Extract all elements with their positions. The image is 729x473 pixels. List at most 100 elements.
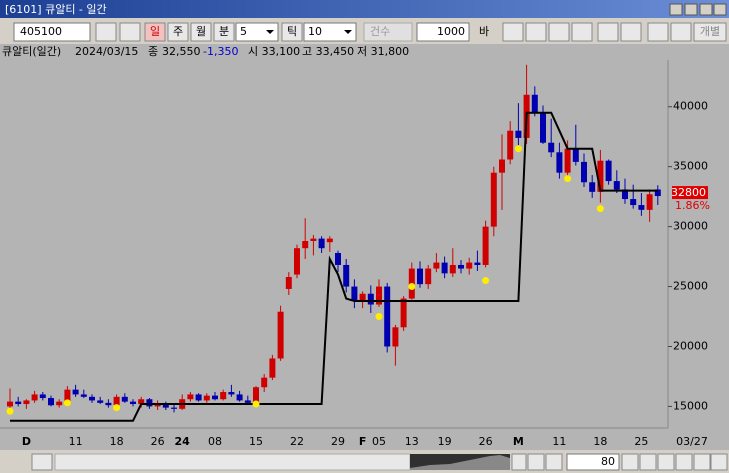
count-label: 건수	[370, 25, 390, 38]
x-tick-label: 18	[593, 435, 607, 448]
x-tick-label: 29	[331, 435, 345, 448]
header-date: 2024/03/15	[75, 45, 138, 58]
candle-body	[499, 159, 505, 173]
candle-body	[343, 264, 350, 287]
candle-body	[367, 293, 374, 305]
candle-body	[56, 401, 63, 406]
week-button[interactable]	[167, 22, 189, 42]
candle-body	[228, 392, 235, 395]
code-input[interactable]	[13, 22, 91, 42]
signal-dot	[252, 400, 260, 408]
candle-body	[195, 394, 202, 401]
candle-body	[302, 241, 309, 249]
tick-button[interactable]	[281, 22, 303, 42]
scroll-track[interactable]	[54, 453, 411, 471]
candle-body	[490, 172, 497, 227]
count-select[interactable]	[363, 22, 413, 42]
signal-dot	[408, 283, 416, 291]
day-label: 일	[150, 24, 160, 38]
candle-body	[335, 252, 341, 265]
candle-body	[171, 407, 177, 409]
x-tick-label: 11	[69, 435, 83, 448]
last-price-box	[672, 186, 708, 200]
tick-select[interactable]	[303, 22, 357, 42]
window-controls[interactable]	[669, 3, 727, 16]
candle-body	[417, 268, 423, 285]
candle-body	[138, 399, 145, 405]
candle-body	[220, 392, 227, 400]
bar-count-input[interactable]	[566, 453, 620, 471]
candle-body	[466, 262, 473, 269]
last-change: 1.86%	[675, 199, 710, 212]
candle-body	[105, 402, 112, 406]
candle-body	[326, 238, 333, 243]
tool-button[interactable]	[119, 22, 141, 42]
y-tick-label: 20000	[673, 339, 708, 352]
scroll-buttons[interactable]	[511, 453, 563, 471]
scroll-left[interactable]	[31, 453, 53, 471]
candle-body	[72, 389, 79, 395]
month-label: 월	[196, 25, 206, 38]
title-bar	[0, 0, 729, 18]
candle-body	[630, 199, 637, 206]
chart-tool-buttons[interactable]	[502, 22, 692, 42]
candle-body	[203, 395, 210, 401]
candle-body	[187, 394, 194, 400]
x-tick-label: 18	[110, 435, 124, 448]
minute-label: 분	[219, 25, 229, 38]
individual-button[interactable]	[693, 22, 727, 42]
code-text: 405100	[20, 25, 62, 38]
bars-unit: 바	[479, 25, 489, 38]
candle-body	[589, 182, 596, 192]
candle-body	[507, 130, 514, 160]
candle-body	[359, 293, 366, 301]
bars-input[interactable]	[416, 22, 470, 42]
minute-select[interactable]	[235, 22, 279, 42]
candle-body	[146, 399, 153, 407]
candle-body	[285, 276, 292, 289]
candle-body	[581, 161, 587, 183]
candle-body	[236, 394, 243, 401]
y-tick-label: 35000	[673, 160, 708, 173]
candle-body	[121, 396, 128, 402]
candle-body	[162, 404, 169, 408]
candle-body	[556, 152, 563, 173]
candle-body	[64, 389, 71, 402]
candle-body	[638, 205, 645, 210]
x-tick-label: 24	[175, 435, 191, 448]
week-label: 주	[173, 25, 183, 38]
day-button[interactable]	[144, 22, 166, 42]
candle-body	[15, 401, 22, 405]
header-close: 32,550	[162, 45, 201, 58]
chart-area	[0, 44, 729, 450]
x-tick-label: 08	[208, 435, 222, 448]
zoom-buttons[interactable]	[621, 453, 728, 471]
bars-value: 1000	[437, 25, 465, 38]
search-button[interactable]	[95, 22, 117, 42]
candle-body	[253, 387, 259, 403]
candle-body	[458, 264, 464, 269]
x-tick-label: 26	[479, 435, 493, 448]
candle-body	[622, 189, 628, 200]
bar-count: 80	[601, 455, 615, 468]
signal-dot	[63, 399, 71, 407]
x-tick-label: F	[359, 435, 367, 448]
candle-body	[89, 396, 95, 401]
candle-body	[572, 148, 579, 162]
candle-body	[294, 248, 300, 275]
candle-body	[646, 194, 653, 210]
minute-button[interactable]	[213, 22, 235, 42]
candle-body	[23, 400, 30, 405]
candle-body	[376, 286, 382, 305]
candle-body	[425, 268, 432, 285]
last-date: 03/27	[676, 435, 708, 448]
candle-body	[277, 311, 284, 359]
candle-body	[548, 142, 555, 153]
header-high: 고 33,450	[302, 45, 354, 58]
candle-body	[482, 226, 489, 265]
month-button[interactable]	[190, 22, 212, 42]
candle-body	[318, 238, 325, 249]
x-tick-label: 05	[372, 435, 386, 448]
candle-body	[449, 264, 456, 274]
x-tick-label: 26	[151, 435, 165, 448]
